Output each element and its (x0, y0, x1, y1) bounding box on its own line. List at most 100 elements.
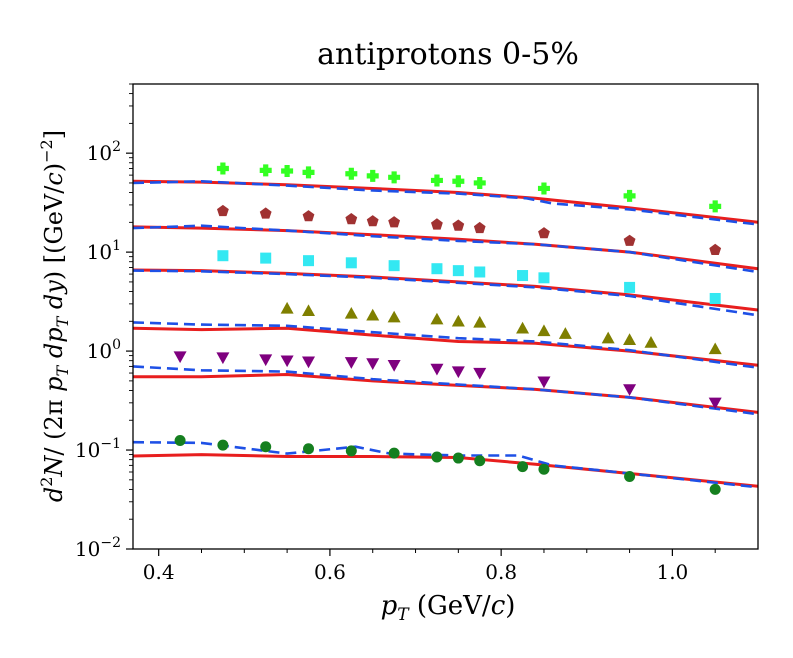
data-point-triangle-up (430, 312, 444, 325)
x-axis-label: pT (GeV/c) (381, 591, 516, 625)
data-point-square (452, 265, 464, 277)
data-point-square (517, 270, 529, 282)
data-point-pentagon (473, 221, 486, 234)
data-point-triangle-up (302, 304, 316, 317)
data-point-triangle-up (473, 315, 487, 328)
data-point-square (217, 250, 229, 262)
data-point-triangle-up (280, 301, 294, 314)
x-tick-label: 0.4 (143, 560, 175, 584)
data-point-triangle-down (216, 352, 230, 365)
y-tick-label: 100 (87, 337, 121, 363)
data-point-circle (174, 434, 186, 446)
y-tick-label: 10−1 (75, 436, 121, 462)
data-point-pentagon (709, 243, 722, 255)
data-point-triangle-down (259, 354, 273, 367)
data-point-square (260, 252, 272, 264)
data-point-square (388, 260, 400, 272)
model-curve-solid-2 (133, 225, 758, 271)
data-point-pentagon (259, 207, 272, 219)
model-curve-dashed-5 (133, 365, 758, 416)
data-point-circle (260, 441, 272, 453)
data-point-circle (303, 443, 315, 455)
chart-title: antiprotons 0-5% (317, 37, 579, 72)
data-point-triangle-up (344, 306, 358, 319)
model-curve-dashed-6 (133, 440, 758, 489)
data-point-cross (709, 200, 722, 213)
model-curve-dashed-1 (133, 179, 758, 226)
data-point-cross (302, 166, 315, 179)
data-point-triangle-down (366, 358, 380, 370)
model-curve-dashed-3 (133, 269, 758, 317)
data-point-triangle-up (644, 336, 658, 348)
data-point-triangle-down (473, 367, 487, 380)
y-axis-label: d2N/ (2π pT dpT dy) [(GeV/c)−2] (37, 130, 72, 502)
data-point-circle (217, 439, 229, 451)
data-point-circle (345, 445, 357, 457)
data-point-triangle-up (601, 331, 615, 344)
data-point-triangle-down (302, 356, 316, 369)
data-point-circle (709, 483, 721, 495)
data-point-circle (474, 455, 486, 467)
data-point-triangle-down (173, 351, 187, 364)
data-point-triangle-up (366, 308, 380, 321)
data-point-pentagon (623, 234, 636, 246)
data-point-triangle-up (537, 324, 551, 337)
data-point-cross (388, 171, 401, 184)
data-point-pentagon (431, 218, 443, 230)
data-point-triangle-down (451, 366, 465, 379)
model-curve-solid-3 (133, 268, 758, 312)
data-point-triangle-up (558, 327, 572, 339)
data-point-triangle-down (387, 360, 401, 372)
data-point-circle (517, 461, 529, 473)
x-tick-label: 1.0 (656, 560, 688, 584)
data-point-triangle-up (516, 321, 530, 334)
y-tick-label: 101 (87, 238, 121, 264)
data-point-triangle-down (344, 357, 358, 369)
model-curve-solid-1 (133, 179, 758, 224)
model-curve-dashed-2 (133, 224, 758, 274)
data-point-cross (216, 162, 229, 175)
data-point-square (624, 281, 636, 293)
data-point-triangle-down (537, 376, 551, 389)
data-point-cross (473, 176, 486, 189)
data-point-circle (388, 447, 400, 459)
data-point-square (431, 263, 443, 275)
y-tick-label: 102 (87, 139, 121, 165)
data-point-cross (537, 182, 550, 195)
model-curve-dashed-4 (133, 321, 758, 369)
x-tick-label: 0.6 (314, 560, 346, 584)
data-point-circle (431, 451, 443, 463)
plot-area (133, 162, 758, 495)
data-point-triangle-up (708, 342, 722, 355)
model-curve-solid-6 (133, 453, 758, 488)
data-point-cross (623, 189, 636, 202)
data-point-pentagon (345, 213, 358, 225)
data-point-triangle-down (430, 363, 444, 376)
x-tick-label: 0.8 (485, 560, 517, 584)
data-point-pentagon (538, 227, 550, 239)
data-point-triangle-up (387, 310, 401, 323)
axis-ticks: 0.4 0.6 0.8 1.0 10−2 10−1 100 101 102 (75, 83, 716, 584)
data-point-triangle-up (451, 314, 465, 327)
data-point-triangle-down (708, 397, 722, 410)
data-point-square (538, 272, 550, 284)
data-point-circle (538, 463, 550, 475)
data-point-pentagon (302, 210, 315, 222)
data-point-square (709, 292, 721, 304)
data-point-circle (624, 471, 636, 483)
data-point-cross (430, 174, 443, 187)
data-point-pentagon (388, 216, 400, 228)
data-point-pentagon (452, 219, 465, 231)
data-point-triangle-down (280, 355, 294, 368)
data-point-cross (452, 175, 465, 188)
data-point-square (303, 255, 315, 267)
data-point-cross (366, 169, 379, 182)
data-point-triangle-down (623, 384, 637, 396)
data-point-pentagon (217, 204, 229, 217)
plot-frame (132, 83, 759, 550)
y-tick-label: 10−2 (75, 535, 121, 561)
data-point-square (345, 257, 357, 269)
model-curve-solid-4 (133, 326, 758, 367)
data-point-square (474, 266, 486, 278)
